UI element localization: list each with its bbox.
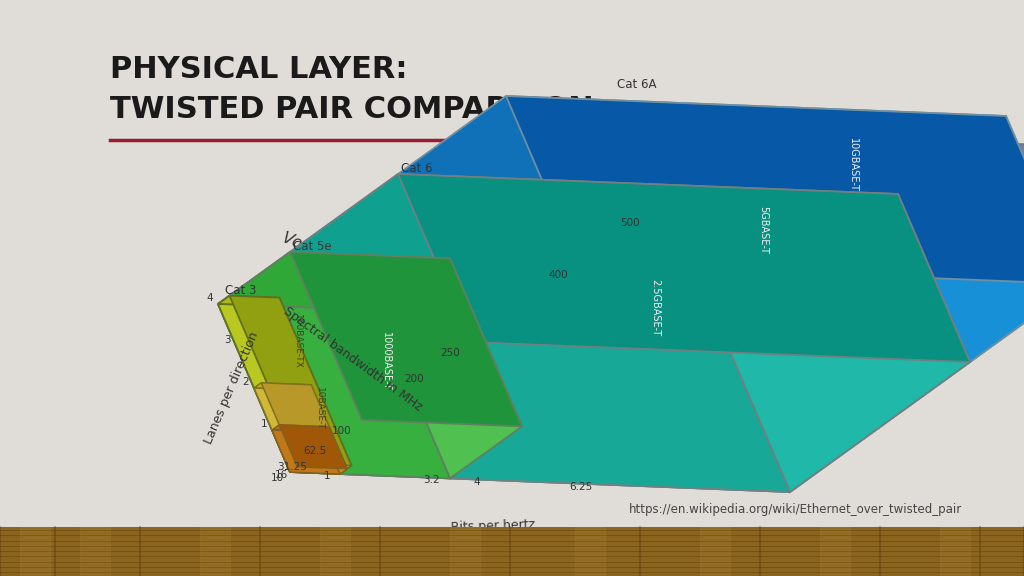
Polygon shape bbox=[218, 96, 1006, 324]
Polygon shape bbox=[218, 304, 790, 492]
Text: Volume represents speed: Volume represents speed bbox=[280, 230, 475, 321]
Polygon shape bbox=[218, 304, 450, 479]
Polygon shape bbox=[718, 116, 1024, 492]
Polygon shape bbox=[268, 298, 351, 474]
Polygon shape bbox=[254, 388, 790, 492]
Text: 62.5: 62.5 bbox=[303, 445, 327, 456]
Text: Cat 5e: Cat 5e bbox=[293, 240, 332, 253]
Text: Spectral bandwidth in MHz: Spectral bandwidth in MHz bbox=[282, 305, 425, 414]
Text: Lanes per direction: Lanes per direction bbox=[203, 330, 261, 446]
Polygon shape bbox=[272, 430, 340, 474]
Polygon shape bbox=[506, 96, 1024, 284]
Polygon shape bbox=[280, 425, 347, 469]
Text: 2.5GBASE-T: 2.5GBASE-T bbox=[650, 279, 660, 336]
Polygon shape bbox=[272, 425, 329, 432]
Polygon shape bbox=[304, 385, 347, 474]
Text: 1: 1 bbox=[324, 471, 330, 481]
Text: Cat 6: Cat 6 bbox=[401, 162, 432, 175]
Text: 200: 200 bbox=[404, 374, 424, 384]
Text: 16: 16 bbox=[274, 469, 288, 480]
Text: 2: 2 bbox=[243, 377, 249, 387]
Text: 100: 100 bbox=[332, 426, 352, 436]
Polygon shape bbox=[322, 427, 347, 474]
Text: 4: 4 bbox=[207, 293, 213, 303]
Text: Bits per hertz: Bits per hertz bbox=[451, 518, 536, 534]
Polygon shape bbox=[218, 252, 450, 310]
Text: https://en.wikipedia.org/wiki/Ethernet_over_twisted_pair: https://en.wikipedia.org/wiki/Ethernet_o… bbox=[629, 503, 962, 516]
Text: 400: 400 bbox=[548, 270, 568, 280]
Text: 4: 4 bbox=[473, 477, 480, 487]
Text: 100BASE-TX: 100BASE-TX bbox=[293, 314, 302, 369]
Text: Cat 3: Cat 3 bbox=[224, 284, 256, 297]
Polygon shape bbox=[398, 174, 970, 362]
Text: 1000BASE-T: 1000BASE-T bbox=[381, 332, 391, 391]
Polygon shape bbox=[614, 128, 1024, 232]
Polygon shape bbox=[718, 194, 970, 492]
Polygon shape bbox=[229, 295, 351, 465]
Text: 10BASE-T: 10BASE-T bbox=[314, 387, 324, 430]
Text: 31.25: 31.25 bbox=[278, 462, 307, 472]
Text: 6.25: 6.25 bbox=[569, 482, 593, 491]
Text: PHYSICAL LAYER:: PHYSICAL LAYER: bbox=[110, 55, 408, 84]
Text: Cat 6A: Cat 6A bbox=[617, 78, 656, 91]
Text: 500: 500 bbox=[621, 218, 640, 228]
Polygon shape bbox=[218, 304, 340, 474]
Polygon shape bbox=[254, 388, 340, 474]
Polygon shape bbox=[378, 259, 522, 479]
Text: 3: 3 bbox=[224, 335, 231, 345]
Text: TWISTED PAIR COMPARISON: TWISTED PAIR COMPARISON bbox=[110, 95, 594, 124]
Polygon shape bbox=[261, 383, 347, 469]
Text: 1: 1 bbox=[260, 419, 267, 429]
Polygon shape bbox=[254, 128, 1024, 408]
Text: 5GBASE-T: 5GBASE-T bbox=[758, 206, 768, 254]
Polygon shape bbox=[218, 295, 280, 306]
Polygon shape bbox=[754, 148, 1024, 492]
Polygon shape bbox=[218, 304, 790, 492]
Bar bbox=[0, 527, 1024, 576]
Polygon shape bbox=[218, 174, 898, 324]
Text: 3.2: 3.2 bbox=[423, 475, 440, 486]
Text: 10: 10 bbox=[270, 473, 284, 483]
Polygon shape bbox=[290, 252, 522, 426]
Text: 10GBASE-T: 10GBASE-T bbox=[848, 138, 858, 192]
Polygon shape bbox=[254, 383, 311, 390]
Text: 250: 250 bbox=[440, 348, 460, 358]
